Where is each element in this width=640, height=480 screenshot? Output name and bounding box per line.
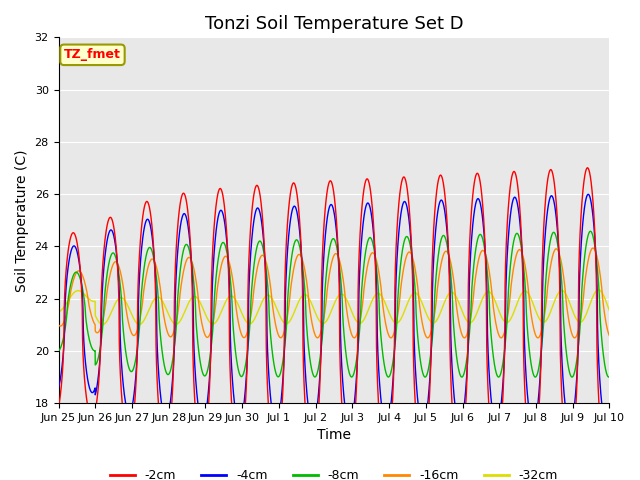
-8cm <box>54 348 62 354</box>
Line: -2cm: -2cm <box>58 168 609 459</box>
-32cm <box>209 321 216 327</box>
-2cm <box>397 181 405 187</box>
-16cm <box>554 246 561 252</box>
Y-axis label: Soil Temperature (C): Soil Temperature (C) <box>15 149 29 291</box>
-2cm <box>602 456 610 462</box>
-16cm <box>388 335 396 340</box>
-8cm <box>209 332 216 337</box>
-16cm <box>397 281 405 287</box>
-16cm <box>589 245 597 251</box>
-8cm <box>605 374 613 380</box>
-4cm <box>603 423 611 429</box>
-8cm <box>605 374 612 380</box>
-32cm <box>397 315 405 321</box>
-4cm <box>54 384 62 390</box>
-4cm <box>397 208 405 214</box>
Line: -4cm: -4cm <box>58 194 609 426</box>
Line: -32cm: -32cm <box>58 290 609 324</box>
-2cm <box>54 404 62 410</box>
-32cm <box>54 309 62 314</box>
-32cm <box>173 321 180 327</box>
-8cm <box>388 366 396 372</box>
-16cm <box>571 335 579 341</box>
-16cm <box>605 333 613 338</box>
-2cm <box>554 214 561 219</box>
-32cm <box>605 308 613 313</box>
-8cm <box>397 255 405 261</box>
-32cm <box>554 292 561 298</box>
-2cm <box>584 165 591 171</box>
-4cm <box>584 192 592 197</box>
-2cm <box>605 442 613 447</box>
Text: TZ_fmet: TZ_fmet <box>64 48 121 61</box>
-4cm <box>605 416 613 421</box>
-16cm <box>209 322 216 328</box>
-2cm <box>605 443 613 449</box>
-4cm <box>388 394 396 400</box>
-32cm <box>388 316 396 322</box>
-16cm <box>54 322 62 328</box>
-32cm <box>605 308 613 314</box>
-8cm <box>173 320 180 326</box>
Legend: -2cm, -4cm, -8cm, -16cm, -32cm: -2cm, -4cm, -8cm, -16cm, -32cm <box>105 464 563 480</box>
-8cm <box>605 374 613 380</box>
Title: Tonzi Soil Temperature Set D: Tonzi Soil Temperature Set D <box>205 15 463 33</box>
-8cm <box>586 228 594 234</box>
-16cm <box>173 317 180 323</box>
X-axis label: Time: Time <box>317 429 351 443</box>
-2cm <box>173 240 180 246</box>
-8cm <box>554 239 561 244</box>
Line: -8cm: -8cm <box>58 231 609 377</box>
-4cm <box>173 265 180 271</box>
-4cm <box>554 224 561 230</box>
-32cm <box>595 287 602 293</box>
-4cm <box>605 415 613 421</box>
-16cm <box>605 333 613 339</box>
-2cm <box>388 412 396 418</box>
Line: -16cm: -16cm <box>58 248 609 338</box>
-4cm <box>209 282 216 288</box>
-2cm <box>209 254 216 260</box>
-32cm <box>99 322 106 327</box>
